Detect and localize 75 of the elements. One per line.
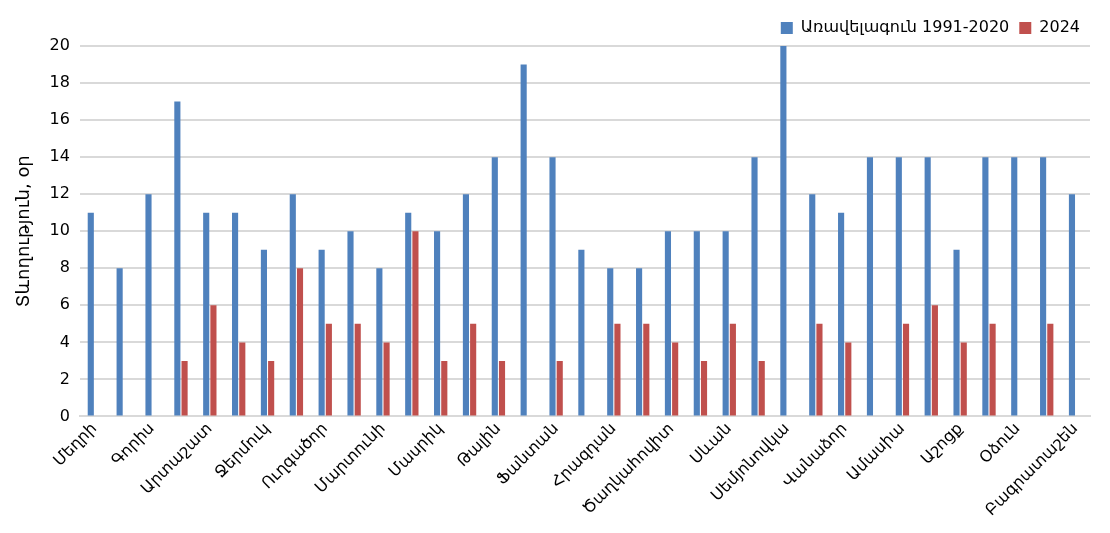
bar xyxy=(296,268,304,416)
bar xyxy=(376,268,383,416)
bar xyxy=(924,157,931,416)
bar xyxy=(434,231,441,416)
y-tick-label: 2 xyxy=(59,368,70,388)
bar xyxy=(1011,157,1018,416)
bar xyxy=(816,323,823,416)
bar xyxy=(181,360,188,416)
y-tick-label: 18 xyxy=(49,72,70,92)
bar xyxy=(174,101,181,416)
bar xyxy=(700,360,708,416)
bar xyxy=(383,342,390,416)
bar xyxy=(931,305,938,416)
bar xyxy=(780,46,787,416)
bar xyxy=(354,323,361,416)
bar xyxy=(866,157,874,416)
bar xyxy=(203,212,210,416)
bar xyxy=(751,157,758,416)
y-tick-label: 12 xyxy=(49,183,70,203)
bar xyxy=(895,157,902,416)
bar xyxy=(347,231,354,416)
bar xyxy=(1040,157,1047,416)
bar xyxy=(982,157,989,416)
y-tick-label: 14 xyxy=(49,146,70,166)
bar xyxy=(578,249,585,416)
bar xyxy=(412,231,419,416)
legend-label: Առավելագուն 1991-2020 xyxy=(800,17,1010,37)
bar xyxy=(268,360,275,416)
bar xyxy=(607,268,614,416)
y-tick-label: 8 xyxy=(59,257,70,277)
bar xyxy=(520,64,527,416)
bar xyxy=(643,323,650,416)
bar xyxy=(318,249,325,416)
y-tick-label: 10 xyxy=(49,220,70,240)
bar xyxy=(636,268,643,416)
bar xyxy=(116,268,123,416)
bar xyxy=(462,194,470,416)
bar xyxy=(960,342,967,416)
bar xyxy=(902,323,910,416)
bar xyxy=(145,194,152,416)
bar xyxy=(491,157,498,416)
bar xyxy=(470,323,477,416)
bar xyxy=(87,212,94,416)
bar xyxy=(845,342,852,416)
bar xyxy=(758,360,765,416)
bar xyxy=(556,360,563,416)
y-tick-label: 4 xyxy=(59,331,70,351)
bar xyxy=(614,323,621,416)
bar xyxy=(239,342,246,416)
bar xyxy=(664,231,672,416)
bar xyxy=(498,360,506,416)
bar xyxy=(722,231,729,416)
bar xyxy=(953,249,960,416)
bar xyxy=(549,157,556,416)
bar xyxy=(405,212,412,416)
bar xyxy=(289,194,296,416)
bar xyxy=(1047,323,1054,416)
bar xyxy=(1068,194,1076,416)
bar xyxy=(809,194,816,416)
bar xyxy=(441,360,448,416)
legend-label: 2024 xyxy=(1039,17,1080,37)
bar xyxy=(729,323,736,416)
bar xyxy=(989,323,996,416)
bar xyxy=(693,231,700,416)
y-axis-title: Տևողություն, օր xyxy=(12,155,34,308)
bar xyxy=(210,305,217,416)
y-tick-label: 6 xyxy=(59,294,70,314)
y-tick-label: 16 xyxy=(49,109,70,129)
bar xyxy=(672,342,679,416)
bar xyxy=(232,212,239,416)
bar xyxy=(325,323,332,416)
bar xyxy=(838,212,845,416)
y-tick-label: 0 xyxy=(59,405,70,425)
bar xyxy=(260,249,267,416)
y-tick-label: 20 xyxy=(49,35,70,55)
